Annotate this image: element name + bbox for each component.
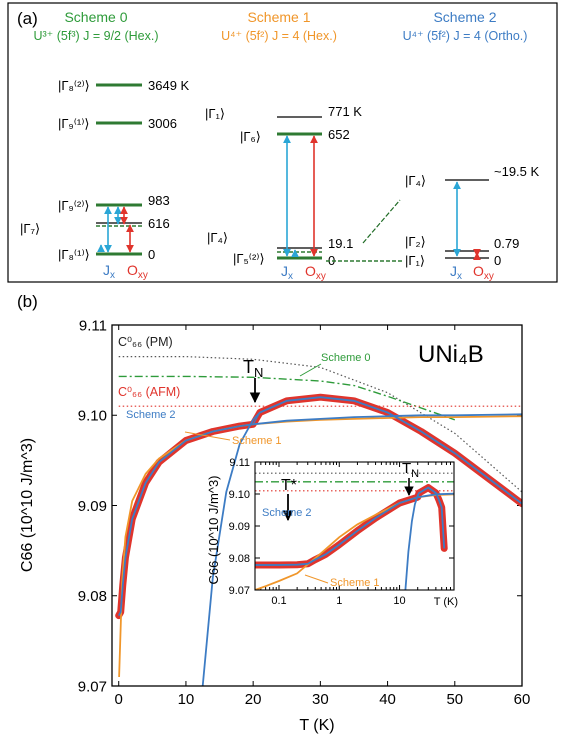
state-label: |Γ₈⁽²⁾⟩	[58, 78, 90, 93]
main-series-afm-fit	[201, 396, 522, 686]
operator-oxy-label: Oxy	[473, 263, 494, 282]
energy-label: 771 K	[328, 104, 362, 119]
main-ytick-label: 9.10	[78, 408, 107, 425]
inset-tn-label: TN	[402, 460, 419, 480]
inset-ytick-label: 9.10	[229, 489, 250, 501]
compound-label: UNi₄B	[418, 341, 484, 368]
scheme0-levels: |Γ₈⁽²⁾⟩ |Γ₉⁽¹⁾⟩ |Γ₉⁽²⁾⟩ |Γ₇⟩ |Γ₈⁽¹⁾⟩ 364…	[20, 78, 190, 281]
inset-y-axis-label: C66 (10^10 J/m^3)	[206, 475, 221, 584]
inset-xtick-label: 10	[393, 595, 405, 607]
energy-label: 0	[328, 253, 335, 268]
panel-a-frame	[7, 2, 558, 283]
operator-jx-label: Jx	[450, 263, 462, 282]
main-xtick-label: 10	[178, 691, 195, 708]
energy-label: 19.1	[328, 236, 353, 251]
main-ytick-label: 9.08	[78, 588, 107, 605]
scheme-link	[362, 199, 401, 244]
main-x-axis-label: T (K)	[299, 717, 334, 734]
scheme1-pointer	[184, 431, 231, 441]
inset-scheme1-pointer	[304, 574, 329, 584]
state-label: |Γ₆⟩	[240, 129, 261, 144]
scheme1-levels: |Γ₁⟩ |Γ₆⟩ |Γ₄⟩ |Γ₅⁽²⁾⟩ 771 K 652 19.1 0 …	[205, 104, 402, 282]
energy-label: 652	[328, 127, 350, 142]
inset-scheme1-label: Scheme 1	[330, 577, 380, 589]
main-ytick-label: 9.09	[78, 498, 107, 515]
main-xtick-label: 20	[245, 691, 262, 708]
inset-ytick-label: 9.11	[229, 457, 250, 469]
inset-x-axis-label: T (K)	[434, 596, 458, 608]
state-label: |Γ₇⟩	[20, 221, 40, 236]
inset-ytick-label: 9.09	[229, 521, 250, 533]
state-label: |Γ₄⟩	[405, 173, 426, 188]
main-axis-ticks: 9.07 9.08 9.09 9.10 9.11 0 10 20 30 40 50 60	[78, 317, 531, 708]
panel-b-chart: (a) (b) 9.079.089.099.109.11010203040506…	[17, 292, 530, 734]
state-label: |Γ₁⟩	[205, 106, 225, 121]
inset-tstar-label: T*	[281, 477, 297, 494]
energy-label: 0	[148, 247, 155, 262]
inset-ytick-label: 9.07	[229, 585, 250, 597]
scheme0-pointer	[299, 363, 322, 377]
scheme0-ion: U³⁺ (5f³) J = 9/2 (Hex.)	[33, 29, 158, 43]
main-xtick-label: 60	[514, 691, 531, 708]
energy-label: 616	[148, 216, 170, 231]
inset-series-afm-fit	[404, 486, 446, 590]
main-ytick-label: 9.11	[79, 317, 107, 334]
operator-jx-label: Jx	[103, 262, 115, 281]
state-label: |Γ₅⁽²⁾⟩	[233, 251, 265, 266]
state-label: |Γ₂⟩	[405, 234, 426, 249]
scheme2-levels: |Γ₄⟩ |Γ₂⟩ |Γ₁⟩ ~19.5 K 0.79 0 Jx Oxy	[405, 164, 540, 282]
c66-pm-label: C⁰₆₆ (PM)	[118, 335, 173, 349]
state-label: |Γ₄⟩	[207, 230, 228, 245]
energy-label: 3006	[148, 116, 177, 131]
scheme2-ion: U⁴⁺ (5f²) J = 4 (Ortho.)	[403, 29, 528, 43]
panel-b-label: (b)	[17, 292, 38, 311]
scheme1-title: Scheme 1	[247, 9, 310, 25]
energy-label: 0	[494, 253, 501, 268]
energy-label: 983	[148, 193, 170, 208]
main-ytick-label: 9.07	[78, 678, 107, 695]
state-label: |Γ₉⁽¹⁾⟩	[58, 116, 89, 131]
inset-xtick-label: 0.1	[271, 595, 286, 607]
main-series-c66-pm-	[118, 356, 522, 493]
operator-jx-label: Jx	[281, 263, 293, 282]
scheme1-curve-label: Scheme 1	[232, 435, 282, 447]
main-xtick-label: 30	[312, 691, 329, 708]
scheme0-curve-label: Scheme 0	[321, 352, 371, 364]
inset-chart-series	[255, 472, 454, 590]
inset-plot-frame	[254, 461, 455, 591]
state-label: |Γ₈⁽¹⁾⟩	[58, 247, 90, 262]
main-xtick-label: 0	[115, 691, 123, 708]
energy-label: 3649 K	[148, 78, 190, 93]
main-plot-frame	[111, 324, 523, 687]
main-xtick-label: 50	[446, 691, 463, 708]
panel-a-label: (a)	[17, 9, 38, 28]
inset-scheme2-label: Scheme 2	[262, 507, 312, 519]
inset-xtick-label: 1	[336, 595, 342, 607]
tn-label: TN	[243, 357, 263, 380]
operator-oxy-label: Oxy	[305, 263, 326, 282]
energy-label: ~19.5 K	[494, 164, 540, 179]
main-y-axis-label: C66 (10^10 J/m^3)	[19, 438, 36, 572]
c66-afm-label: C⁰₆₆ (AFM)	[118, 385, 180, 399]
main-xtick-label: 40	[379, 691, 396, 708]
panel-a-level-schemes: (a) Scheme 0 U³⁺ (5f³) J = 9/2 (Hex.) Sc…	[7, 2, 558, 283]
state-label: |Γ₁⟩	[405, 253, 425, 268]
main-chart-series	[115, 356, 522, 686]
operator-oxy-label: Oxy	[127, 262, 148, 281]
scheme2-curve-label: Scheme 2	[126, 409, 176, 421]
energy-label: 0.79	[494, 236, 519, 251]
scheme0-title: Scheme 0	[64, 9, 127, 25]
scheme2-title: Scheme 2	[433, 9, 496, 25]
state-label: |Γ₉⁽²⁾⟩	[58, 198, 89, 213]
scheme1-ion: U⁴⁺ (5f²) J = 4 (Hex.)	[221, 29, 337, 43]
inset-ytick-label: 9.08	[229, 553, 250, 565]
